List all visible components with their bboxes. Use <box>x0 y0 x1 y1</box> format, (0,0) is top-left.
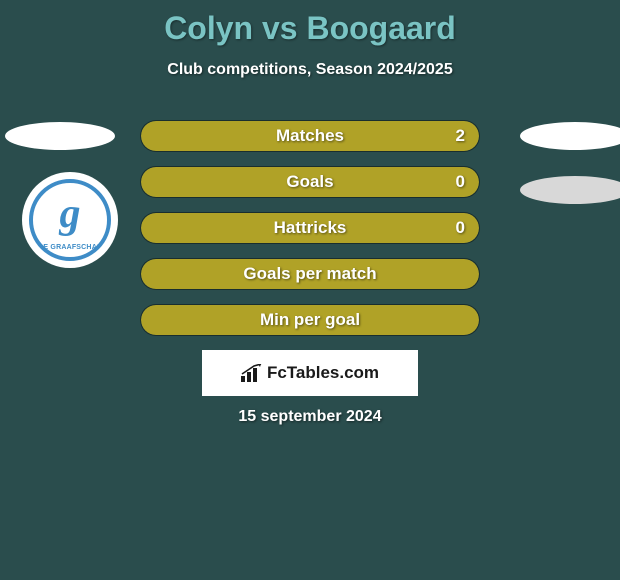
right-top-oval <box>520 122 620 150</box>
team-badge-inner: g DE GRAAFSCHAP <box>29 179 111 261</box>
stat-bar-label: Hattricks <box>141 213 479 243</box>
stat-bar-label: Goals per match <box>141 259 479 289</box>
logo-box: FcTables.com <box>202 350 418 396</box>
stat-bar-label: Matches <box>141 121 479 151</box>
page-title: Colyn vs Boogaard <box>0 0 620 47</box>
badge-letter: g <box>60 190 81 238</box>
date-text: 15 september 2024 <box>0 408 620 426</box>
logo-text: FcTables.com <box>267 363 379 383</box>
right-bottom-oval <box>520 176 620 204</box>
stat-bar: Goals per match <box>140 258 480 290</box>
badge-team-name: DE GRAAFSCHAP <box>33 244 107 251</box>
chart-icon <box>241 364 263 382</box>
team-badge: g DE GRAAFSCHAP <box>22 172 118 268</box>
stat-bar-value: 0 <box>456 167 465 197</box>
stat-bar-value: 0 <box>456 213 465 243</box>
stat-bar: Matches2 <box>140 120 480 152</box>
left-oval <box>5 122 115 150</box>
subtitle: Club competitions, Season 2024/2025 <box>0 61 620 79</box>
stat-bars: Matches2Goals0Hattricks0Goals per matchM… <box>140 120 480 350</box>
stat-bar-label: Min per goal <box>141 305 479 335</box>
stat-bar-label: Goals <box>141 167 479 197</box>
stat-bar: Hattricks0 <box>140 212 480 244</box>
stat-bar-value: 2 <box>456 121 465 151</box>
stat-bar: Min per goal <box>140 304 480 336</box>
stat-bar: Goals0 <box>140 166 480 198</box>
